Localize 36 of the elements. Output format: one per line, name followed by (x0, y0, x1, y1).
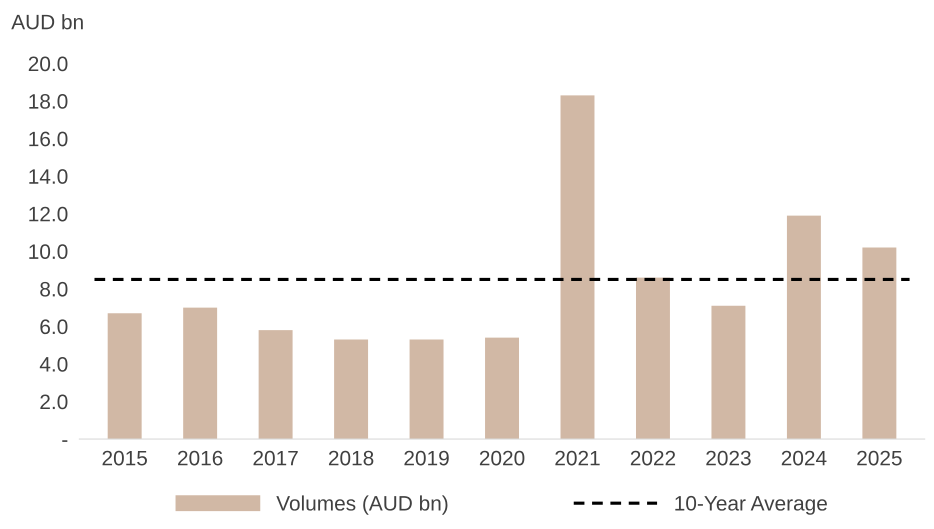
bar (862, 248, 896, 440)
x-tick-label: 2017 (253, 450, 298, 466)
x-tick-label: 2020 (480, 450, 524, 466)
bar (258, 330, 293, 440)
bar (711, 306, 746, 440)
bar (786, 216, 821, 440)
y-tick-label: 18.0 (29, 94, 68, 109)
bar (485, 338, 520, 440)
y-tick-label: 10.0 (29, 244, 68, 260)
y-tick-label: 2.0 (40, 394, 68, 410)
y-tick-label: 4.0 (40, 356, 68, 372)
x-tick-label: 2024 (782, 450, 826, 466)
x-tick-label: 2015 (102, 450, 147, 466)
legend-label: Volumes (AUD bn) (276, 495, 448, 515)
x-tick-label: 2025 (857, 450, 902, 466)
x-tick-label: 2019 (404, 450, 449, 466)
y-tick-label: - (62, 440, 68, 442)
y-axis-title: AUD bn (11, 14, 83, 30)
y-tick-label: 16.0 (29, 132, 68, 146)
x-tick-label: 2016 (178, 450, 222, 466)
bar (636, 278, 670, 440)
bar (183, 308, 218, 440)
y-tick-label: 20.0 (28, 56, 68, 72)
y-tick-label: 8.0 (40, 282, 68, 297)
y-tick-label: 14.0 (29, 169, 68, 184)
bar (560, 95, 594, 440)
y-tick-label: 12.0 (29, 206, 68, 222)
x-tick-label: 2021 (555, 450, 600, 466)
legend-label: 10-Year Average (675, 496, 827, 515)
x-tick-label: 2023 (706, 450, 751, 466)
bar (334, 340, 368, 440)
bar (410, 340, 444, 440)
x-tick-label: 2018 (328, 450, 374, 466)
y-tick-label: 6.0 (40, 319, 68, 334)
x-tick-label: 2022 (630, 450, 676, 466)
bar (108, 313, 142, 440)
